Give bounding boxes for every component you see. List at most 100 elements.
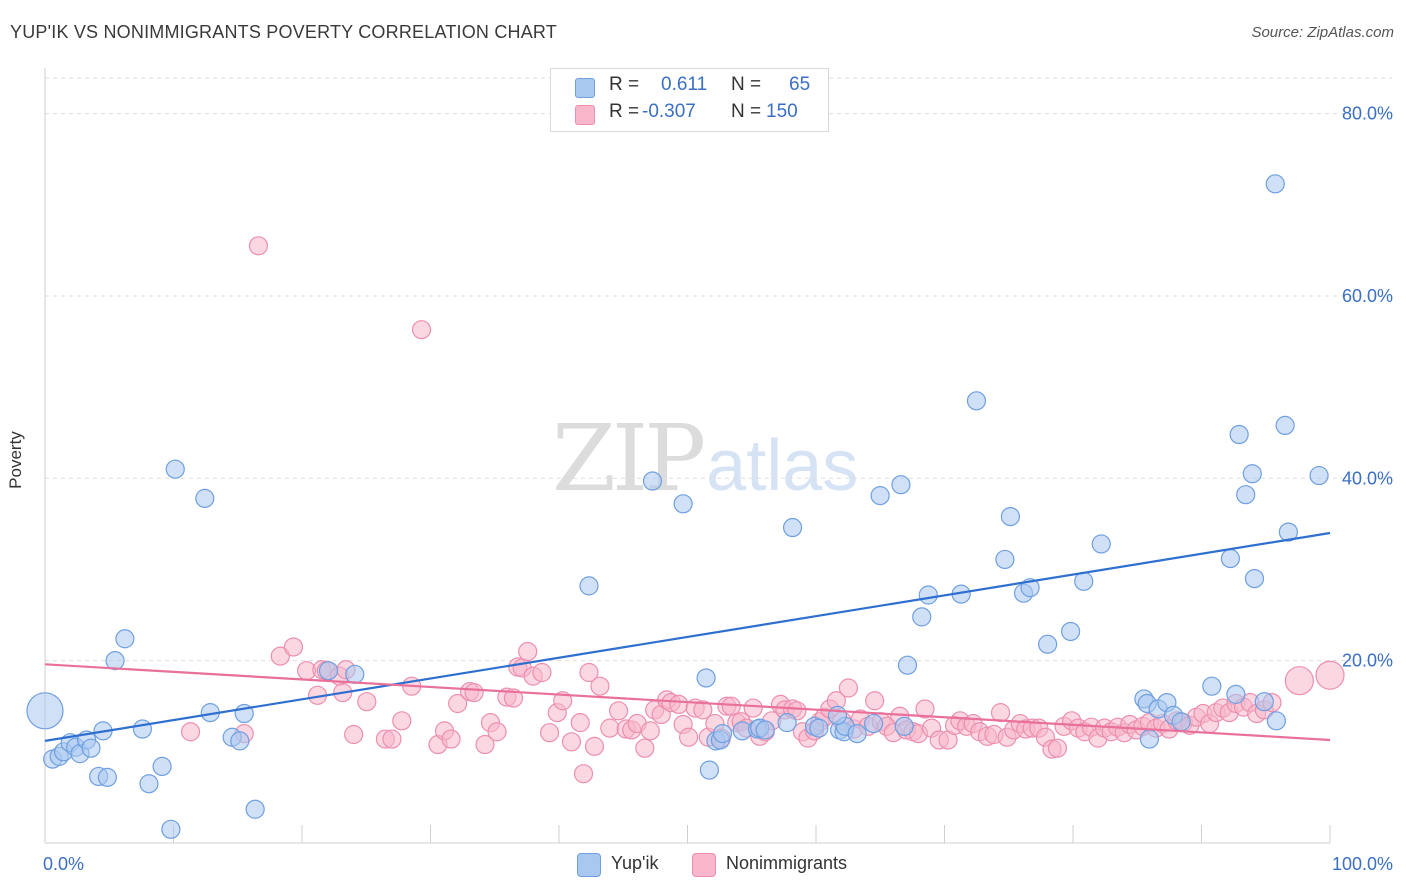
nonimmigrant-point [357,692,377,712]
nonimmigrant-point [392,711,412,731]
nonimmigrant-point [579,662,599,683]
stats-swatch-nonimmigrants [575,105,595,125]
yupik-point [782,517,803,538]
yupik-point [1000,506,1020,527]
nonimmigrant-point [570,713,590,733]
nonimmigrant-point [590,676,610,696]
yupik-point [1139,729,1159,749]
yupik-point [152,756,172,777]
stats-n-label: N = [731,101,762,122]
source-credit: Source: ZipAtlas.com [1251,24,1394,41]
nonimmigrant-point [448,693,468,714]
nonimmigrant-point [669,694,689,715]
yupik-point [1265,174,1285,194]
nonimmigrant-point [382,729,402,749]
legend-label-yupik: Yup'ik [611,853,659,873]
yupik-point [245,799,265,819]
legend-label-nonimmigrants: Nonimmigrants [726,853,848,873]
x-tick-label: 0.0% [43,854,84,874]
nonimmigrant-point [721,696,741,716]
nonimmigrant-point [635,738,655,758]
stats-r-label: R = [609,101,640,122]
yupik-point [1171,712,1191,732]
yupik-point [1202,676,1222,696]
yupik-point [863,713,884,734]
yupik-point [1309,465,1329,486]
legend: Yup'ik Nonimmigrants [0,852,1406,878]
nonimmigrant-point [180,722,201,742]
nonimmigrant-point [561,732,582,752]
yupik-point [755,720,775,740]
nonimmigrant-point [532,662,552,683]
yupik-point [912,607,932,627]
yupik-point [642,471,663,491]
stats-n-value: 150 [766,101,798,122]
yupik-point [345,664,365,684]
yupik-point [699,760,719,780]
nonimmigrant-point [270,646,290,666]
yupik-point [891,475,911,495]
chart-title: YUP'IK VS NONIMMIGRANTS POVERTY CORRELAT… [10,22,557,42]
nonimmigrant-point [838,678,858,698]
yupik-trend-line [44,531,1331,742]
stats-n-label: N = [731,74,762,95]
yupik-point [712,723,733,744]
stats-swatch-yupik [575,78,595,98]
nonimmigrant-point [503,688,524,708]
yupik-point [1275,415,1295,436]
nonimmigrant-point [915,699,935,719]
yupik-point [1236,485,1256,505]
nonimmigrant-point [518,641,538,662]
stats-box: R = 0.611 N = 65 R = -0.307 N = 150 [550,68,829,132]
yupik-point [777,713,797,733]
nonimmigrant-trend-line [44,663,1331,742]
nonimmigrant-point [441,729,461,749]
yupik-point [1038,634,1058,654]
y-tick-label: 60.0% [1342,286,1393,306]
yupik-point [1229,424,1249,445]
nonimmigrant-point [475,734,495,755]
yupik-point [870,486,890,506]
yupik-point [230,731,250,751]
yupik-point [1060,621,1081,642]
stats-n-value: 65 [789,74,811,95]
nonimmigrant-point [487,722,507,742]
yupik-point [894,716,914,736]
nonimmigrant-point [1047,738,1068,758]
yupik-point [696,668,716,688]
nonimmigrant-point [248,236,269,256]
yupik-point [195,488,215,508]
yupik-point [579,576,599,596]
yupik-point [1278,522,1299,542]
yupik-point [1244,568,1265,589]
nonimmigrant-point [553,691,573,711]
nonimmigrant-point [640,721,660,741]
legend-swatch-nonimmigrants [692,853,716,877]
stats-r-label: R = [609,74,640,95]
x-tick-label: 100.0% [1332,854,1393,874]
stats-row-yupik: R = 0.611 N = 65 [551,74,828,100]
nonimmigrant-point [584,736,605,756]
nonimmigrant-point [411,320,432,340]
yupik-point [161,819,181,839]
nonimmigrant-point [743,698,763,718]
yupik-point [318,661,339,681]
yupik-point [1254,692,1274,712]
yupik-point [105,651,125,671]
yupik-point [115,629,135,649]
yupik-point [918,585,938,605]
yupik-point [1074,571,1094,591]
yupik-point [1226,684,1246,704]
yupik-point [1220,548,1240,569]
stats-r-value: -0.307 [642,101,696,122]
yupik-point [1266,711,1286,731]
yupik-point [847,723,867,744]
yupik-point [995,549,1015,570]
legend-swatch-yupik [577,853,601,877]
yupik-point [897,655,918,675]
yupik-point [1242,464,1262,484]
nonimmigrant-point [1315,660,1345,690]
nonimmigrant-point [600,718,620,738]
yupik-point [97,767,117,787]
